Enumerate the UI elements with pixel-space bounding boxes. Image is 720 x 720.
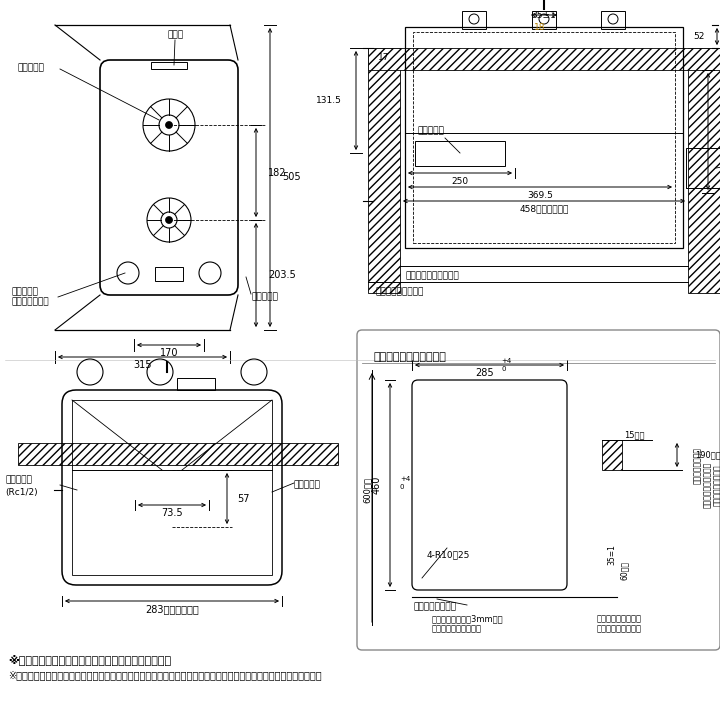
Text: 電池ケース: 電池ケース (417, 127, 444, 135)
Text: 0: 0 (400, 484, 405, 490)
Text: 35±1: 35±1 (531, 11, 557, 19)
Text: 後バーナー: 後バーナー (18, 63, 45, 73)
Text: 前バーナー: 前バーナー (12, 287, 39, 297)
Text: 460: 460 (372, 476, 382, 494)
Text: 17: 17 (378, 53, 390, 63)
Text: 高温炒め操: 高温炒め操 (252, 292, 279, 302)
Text: 吸気口: 吸気口 (168, 30, 184, 40)
Bar (602, 440, 622, 470)
Text: 配置されていること: 配置されていること (597, 624, 642, 634)
Text: 458（本体凸部）: 458（本体凸部） (519, 204, 569, 214)
Bar (368, 48, 720, 70)
Text: 190以上: 190以上 (695, 451, 720, 459)
Text: ガス接続口: ガス接続口 (5, 475, 32, 485)
Text: 315: 315 (133, 360, 152, 370)
Bar (686, 148, 720, 188)
Text: キャビネット扉前面: キャビネット扉前面 (376, 287, 424, 297)
Text: 60以下: 60以下 (620, 560, 629, 580)
Text: (Rc1/2): (Rc1/2) (5, 487, 37, 497)
Bar (405, 27, 683, 248)
Bar (415, 141, 505, 166)
Text: 0: 0 (501, 366, 505, 372)
Text: 52: 52 (693, 32, 705, 41)
Circle shape (166, 217, 173, 223)
Bar (462, 11, 486, 29)
Text: キャビネット側板前面: キャビネット側板前面 (703, 462, 711, 508)
Text: 250: 250 (451, 176, 469, 186)
Text: 600以上: 600以上 (362, 477, 372, 503)
Text: キャビネット扉前面: キャビネット扉前面 (713, 464, 720, 506)
Text: ワークトップ穴開け寨法: ワークトップ穴開け寨法 (374, 352, 447, 362)
Text: 電池交換サイン: 電池交換サイン (12, 297, 50, 307)
Text: 73.5: 73.5 (161, 508, 183, 518)
Circle shape (166, 122, 173, 128)
Text: 283（本体凸部）: 283（本体凸部） (145, 604, 199, 614)
Bar (532, 11, 556, 29)
Text: 131.5: 131.5 (316, 96, 342, 105)
Bar (368, 48, 400, 293)
Text: +4: +4 (501, 358, 511, 364)
Bar (151, 62, 187, 69)
Text: ※単体設置タイプにつきオーブン接続はできません。: ※単体設置タイプにつきオーブン接続はできません。 (8, 654, 171, 665)
Text: 170: 170 (160, 348, 179, 358)
Text: 35=1: 35=1 (607, 544, 616, 565)
Text: 285: 285 (475, 368, 494, 378)
Text: 電池交換出来る様に: 電池交換出来る様に (597, 614, 642, 624)
Text: 182: 182 (268, 168, 287, 178)
Text: ワークトップ前面: ワークトップ前面 (414, 603, 457, 611)
Bar (18, 443, 338, 465)
Text: 15以上: 15以上 (624, 431, 644, 439)
Text: 369.5: 369.5 (527, 191, 553, 199)
Text: 18: 18 (534, 24, 546, 32)
Text: 空気が流れるよう3mm以上: 空気が流れるよう3mm以上 (432, 614, 503, 624)
Text: のすき間を確保のこと: のすき間を確保のこと (432, 624, 482, 634)
Text: 57: 57 (237, 493, 250, 503)
Text: 203.5: 203.5 (268, 270, 296, 280)
Text: +4: +4 (400, 476, 410, 482)
Bar (413, 32, 675, 243)
Text: 505: 505 (282, 173, 301, 182)
Text: 電池ケース: 電池ケース (294, 480, 321, 490)
Text: ※本機器は防火性能評定品であり、周囲に可燃物がある場合は防火性能評定品ラベル内容に従って設置してください。: ※本機器は防火性能評定品であり、周囲に可燃物がある場合は防火性能評定品ラベル内容… (8, 670, 322, 680)
Text: 電池交換必要寸法: 電池交換必要寸法 (693, 446, 701, 484)
Bar (601, 11, 625, 29)
Bar (155, 267, 183, 281)
Text: キャビネット側板前面: キャビネット側板前面 (405, 271, 459, 281)
Text: 4-R10／25: 4-R10／25 (427, 551, 470, 559)
Bar (688, 48, 720, 293)
Bar (177, 378, 215, 390)
Bar (72, 400, 272, 575)
